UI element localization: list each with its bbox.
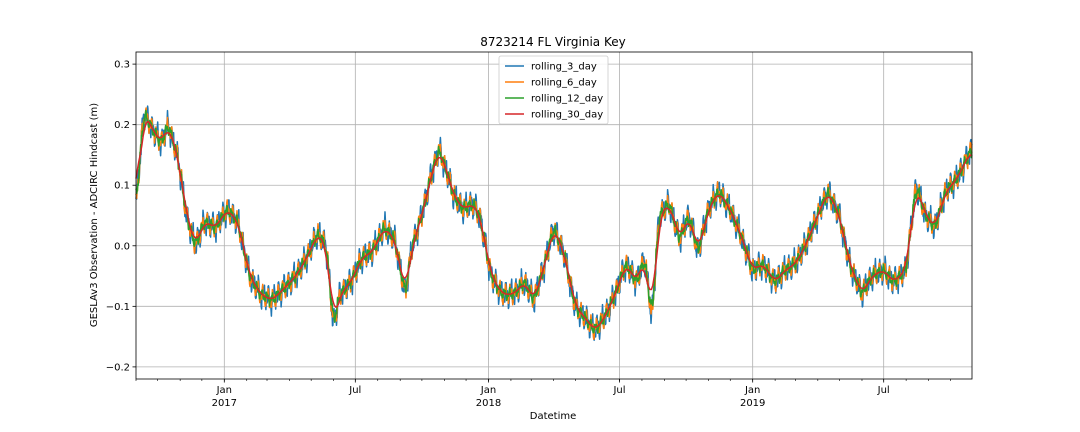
- y-tick-label: 0.2: [114, 120, 130, 131]
- x-tick-label: Jan: [216, 385, 232, 396]
- x-tick-label: Jul: [348, 385, 361, 396]
- legend-label: rolling_30_day: [531, 110, 603, 121]
- series-line-rolling-30-day: [135, 120, 972, 328]
- legend-label: rolling_6_day: [531, 78, 597, 89]
- x-tick-year-label: 2017: [212, 398, 237, 409]
- axis-layer: −0.2 −0.1 0.0 0.1 0.2 0.3 Jan 2017 Jul Jan 2018 Jul…: [106, 60, 951, 409]
- chart-title: 8723214 FL Virginia Key: [480, 35, 625, 49]
- x-tick-label: Jul: [877, 385, 890, 396]
- legend-box: [498, 55, 609, 125]
- x-tick-year-label: 2018: [476, 398, 501, 409]
- plot-frame: [135, 51, 973, 380]
- legend: rolling_3_day rolling_6_day rolling_12_day…: [498, 55, 609, 125]
- x-tick-label: Jan: [480, 385, 496, 396]
- legend-label: rolling_12_day: [531, 94, 603, 105]
- series-line-rolling-12-day: [135, 109, 973, 334]
- x-tick-label: Jul: [612, 385, 625, 396]
- y-tick-label: 0.0: [114, 241, 130, 252]
- series-layer: [135, 105, 973, 341]
- y-tick-label: −0.1: [106, 302, 130, 313]
- x-axis-label: Datetime: [530, 411, 577, 422]
- x-tick-label: Jan: [744, 385, 760, 396]
- y-tick-label: −0.2: [106, 362, 130, 373]
- y-tick-label: 0.1: [114, 181, 130, 192]
- x-tick-year-label: 2019: [740, 398, 765, 409]
- legend-label: rolling_3_day: [531, 62, 597, 73]
- y-axis-label: GESLAv3 Observation - ADCIRC Hindcast (m…: [89, 103, 100, 327]
- y-tick-label: 0.3: [114, 60, 130, 71]
